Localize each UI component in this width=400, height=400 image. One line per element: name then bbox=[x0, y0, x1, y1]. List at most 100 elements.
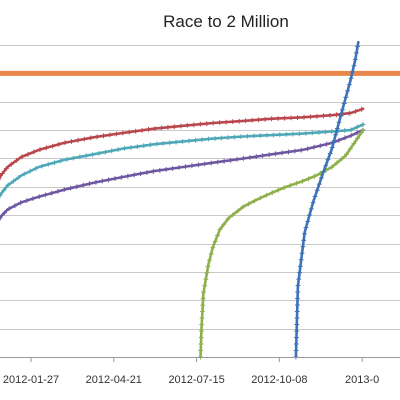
series-4-marker-21 bbox=[305, 219, 311, 224]
series-2-marker-24 bbox=[144, 170, 150, 175]
series-2-marker-40 bbox=[247, 155, 253, 160]
series-3-marker-7 bbox=[200, 309, 205, 314]
series-4-marker-13 bbox=[297, 270, 302, 275]
series-0-marker-27 bbox=[165, 124, 171, 130]
series-1-marker-29 bbox=[173, 139, 179, 145]
series-4-marker-10 bbox=[295, 289, 301, 295]
series-4-marker-11 bbox=[295, 283, 301, 288]
series-4-marker-6 bbox=[294, 315, 300, 321]
series-4-marker-36 bbox=[334, 126, 340, 131]
series-2-marker-30 bbox=[183, 164, 188, 169]
series-4-marker-5 bbox=[294, 322, 300, 327]
series-0-marker-8 bbox=[43, 145, 49, 151]
series-3-marker-32 bbox=[281, 185, 287, 190]
series-1-marker-58 bbox=[360, 122, 366, 127]
series-1-marker-39 bbox=[238, 134, 244, 139]
series-2-marker-13 bbox=[74, 184, 80, 190]
series-0-marker-56 bbox=[353, 109, 358, 114]
series-2-marker-36 bbox=[221, 158, 227, 164]
series-2-marker-10 bbox=[55, 189, 61, 194]
series-2-marker-2 bbox=[6, 206, 12, 212]
series-2-marker-0 bbox=[0, 215, 3, 221]
series-0-marker-51 bbox=[321, 113, 326, 119]
series-3-marker-11 bbox=[202, 283, 208, 289]
series-1-marker-18 bbox=[103, 149, 108, 155]
series-2-marker-48 bbox=[298, 147, 304, 153]
series-0-marker-38 bbox=[236, 118, 242, 124]
series-0-marker-21 bbox=[126, 129, 132, 135]
series-4-marker-48 bbox=[354, 50, 359, 56]
series-0-marker-42 bbox=[262, 116, 268, 122]
series-2-marker-26 bbox=[157, 167, 163, 173]
series-2-marker-47 bbox=[292, 148, 298, 154]
series-4-marker-47 bbox=[352, 57, 358, 62]
series-0-marker-5 bbox=[25, 151, 31, 157]
series-3-marker-22 bbox=[225, 216, 231, 222]
series-3-marker-36 bbox=[306, 176, 311, 182]
series-3 bbox=[198, 128, 365, 360]
series-1-marker-4 bbox=[16, 175, 22, 180]
series-2 bbox=[0, 127, 366, 221]
series-3-marker-8 bbox=[200, 302, 206, 308]
series-0-marker-0 bbox=[0, 171, 5, 176]
series-0-marker-1 bbox=[4, 166, 9, 171]
series-1-marker-28 bbox=[167, 140, 173, 146]
series-3-marker-43 bbox=[344, 151, 349, 157]
series-4-marker-33 bbox=[329, 145, 335, 150]
series-2-marker-51 bbox=[317, 143, 323, 149]
series-2-marker-5 bbox=[24, 198, 30, 203]
series-1-marker-7 bbox=[33, 166, 39, 171]
series-4-marker-49 bbox=[355, 44, 360, 49]
series-1-marker-0 bbox=[0, 192, 3, 198]
series-2-marker-29 bbox=[176, 165, 182, 170]
series-0-marker-45 bbox=[282, 115, 287, 121]
series-2-marker-14 bbox=[80, 182, 86, 188]
series-1-marker-30 bbox=[180, 139, 185, 144]
series-4-marker-23 bbox=[308, 206, 314, 212]
series-0-marker-3 bbox=[14, 158, 19, 163]
series-1-marker-26 bbox=[154, 141, 160, 147]
series-0-marker-7 bbox=[37, 147, 43, 152]
series-4-marker-24 bbox=[310, 200, 316, 205]
series-4-marker-41 bbox=[343, 94, 349, 100]
series-1-marker-55 bbox=[342, 128, 348, 133]
series-1-marker-40 bbox=[245, 133, 250, 139]
series-2-marker-17 bbox=[99, 178, 105, 184]
series-0-marker-22 bbox=[133, 128, 139, 134]
series-2-marker-43 bbox=[266, 152, 272, 158]
series-4-marker-3 bbox=[294, 335, 299, 340]
series-2-marker-16 bbox=[93, 179, 99, 185]
series-4-marker-38 bbox=[338, 113, 344, 119]
series-2-marker-31 bbox=[189, 163, 195, 169]
series-1 bbox=[0, 122, 366, 199]
series-2-marker-45 bbox=[279, 150, 285, 156]
series-4-marker-45 bbox=[350, 69, 355, 75]
series-0-marker-9 bbox=[50, 143, 55, 149]
series-2-marker-33 bbox=[202, 161, 208, 167]
series-3-marker-24 bbox=[235, 208, 241, 214]
series-3-marker-17 bbox=[210, 245, 216, 250]
series-0-marker-39 bbox=[243, 118, 248, 124]
series-3-marker-41 bbox=[334, 160, 340, 166]
series-1-marker-2 bbox=[5, 182, 11, 188]
series-2-marker-15 bbox=[87, 181, 92, 187]
series-4-marker-22 bbox=[307, 212, 312, 218]
series-4-marker-16 bbox=[299, 250, 305, 256]
series-3-marker-33 bbox=[287, 183, 293, 188]
series-1-marker-20 bbox=[115, 147, 121, 152]
series-3-marker-26 bbox=[246, 201, 252, 207]
series-4 bbox=[293, 40, 360, 360]
series-2-marker-1 bbox=[1, 210, 7, 216]
series-3-marker-34 bbox=[294, 180, 299, 186]
series-1-marker-9 bbox=[45, 161, 51, 167]
series-4-marker-35 bbox=[333, 132, 338, 138]
series-3-marker-30 bbox=[269, 190, 275, 196]
series-0-marker-46 bbox=[288, 115, 294, 121]
series-0-marker-29 bbox=[178, 123, 184, 129]
series-4-marker-17 bbox=[300, 244, 306, 250]
series-0-marker-10 bbox=[56, 141, 62, 147]
series-3-marker-6 bbox=[199, 315, 205, 321]
series-3-marker-13 bbox=[204, 270, 210, 276]
series-0-marker-50 bbox=[314, 113, 320, 119]
